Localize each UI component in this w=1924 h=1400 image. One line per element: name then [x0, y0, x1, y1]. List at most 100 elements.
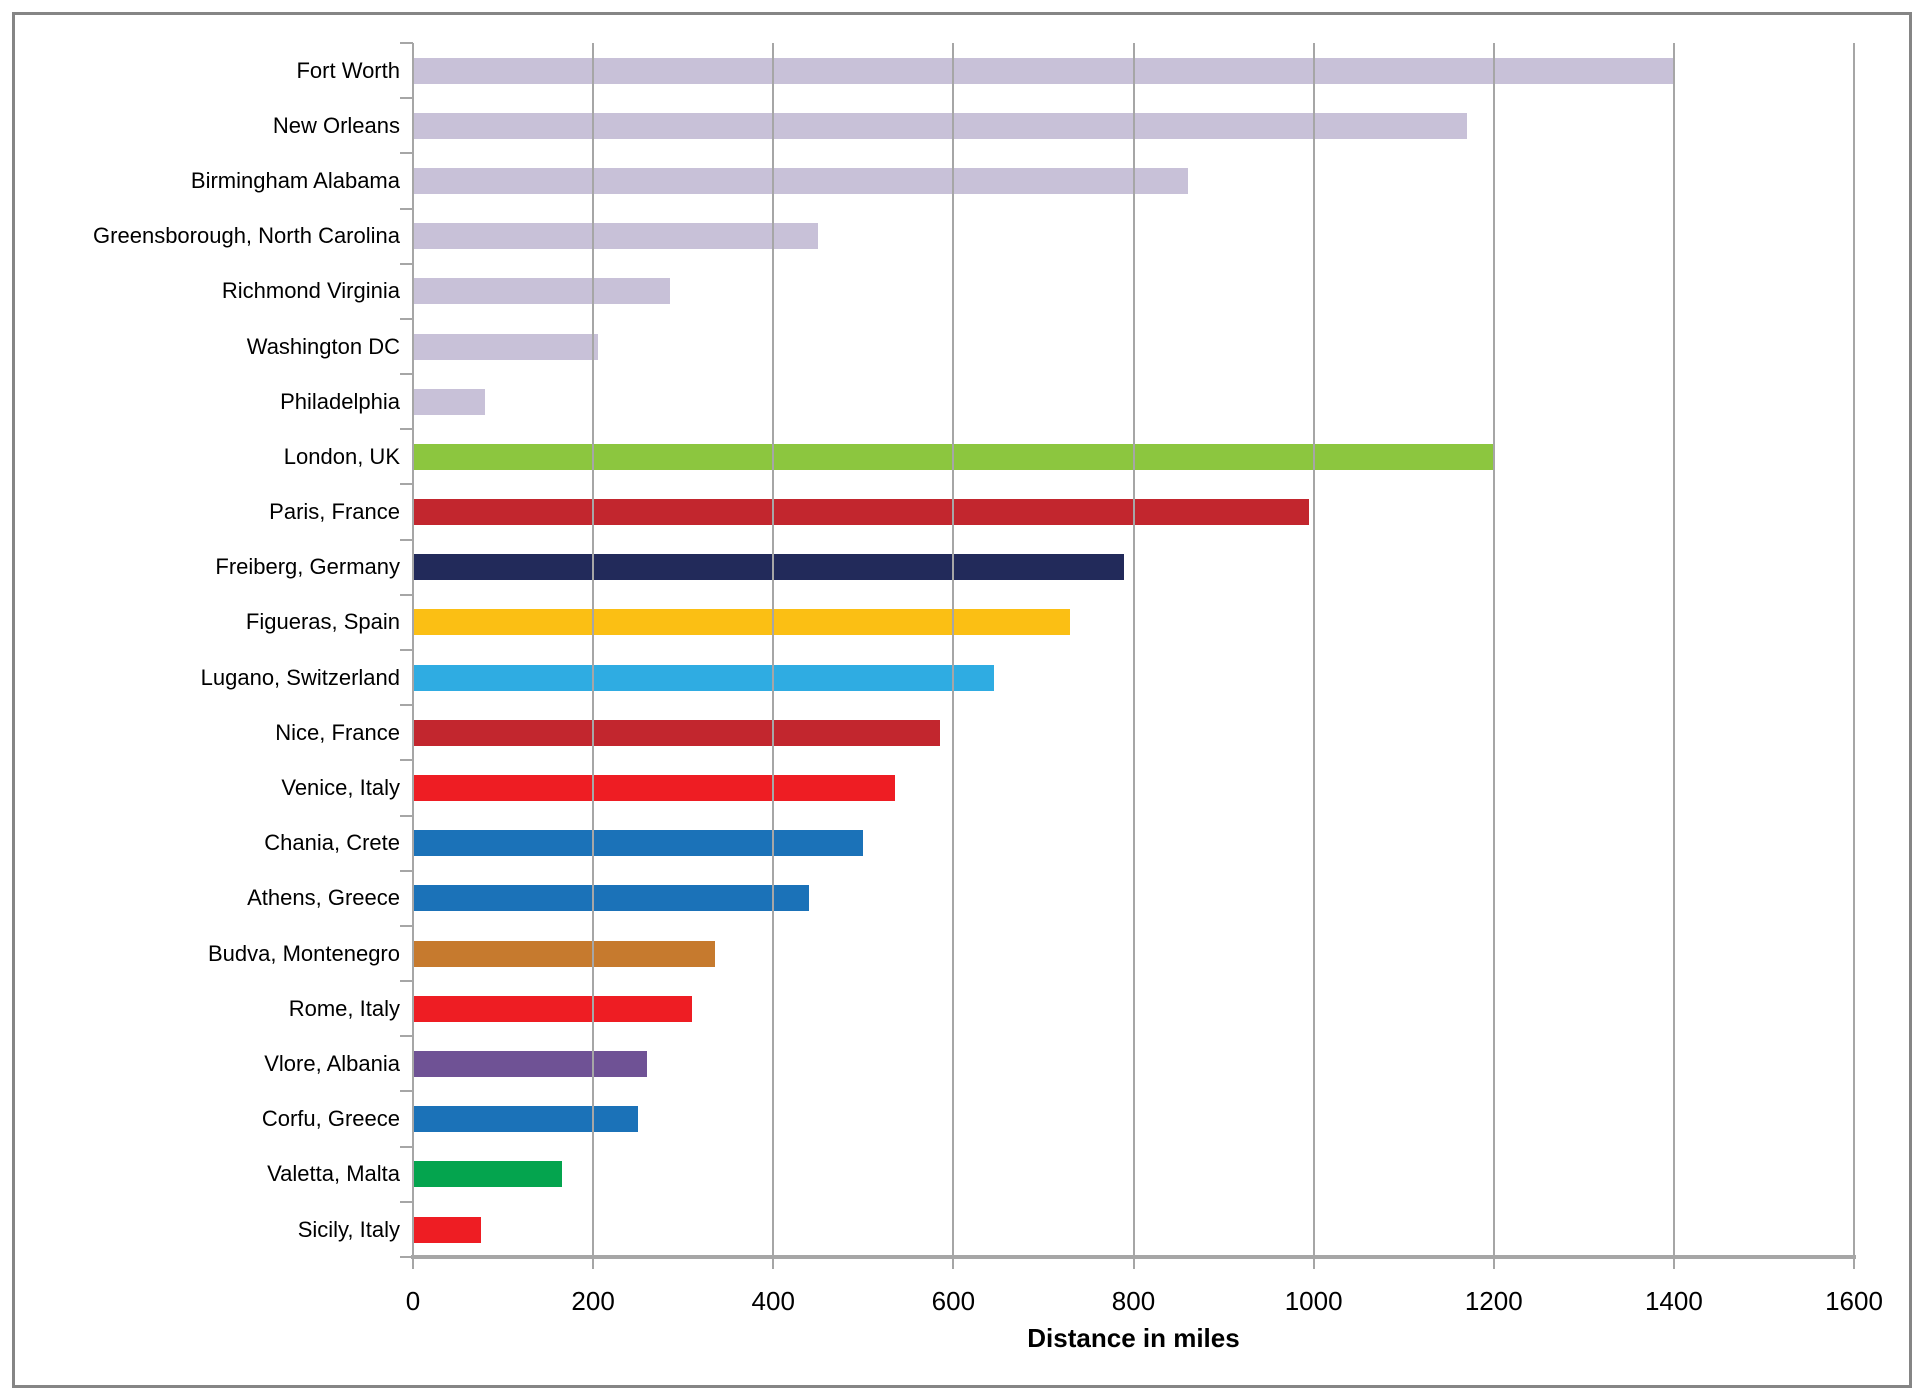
bar-row	[413, 705, 1854, 760]
x-tick-mark-1200	[1492, 1259, 1495, 1269]
category-label: Philadelphia	[280, 388, 400, 414]
bar	[413, 223, 819, 250]
bar	[413, 1216, 481, 1243]
bar-row	[413, 153, 1854, 208]
category-label: Fort Worth	[296, 57, 400, 83]
y-tick-mark-3	[400, 207, 413, 210]
category-label: Paris, France	[269, 499, 400, 525]
bar-row	[413, 374, 1854, 429]
bar	[413, 1161, 562, 1188]
category-label: Washington DC	[246, 333, 400, 359]
y-axis-category-labels: Fort Worth New Orleans Birmingham Alabama G…	[15, 43, 413, 1257]
bar	[413, 775, 895, 802]
category-label: Valetta, Malta	[267, 1161, 400, 1187]
y-tick-mark-2	[400, 152, 413, 155]
bar-row	[413, 1092, 1854, 1147]
bar	[413, 609, 1071, 636]
category-label: Budva, Montenegro	[207, 940, 400, 966]
y-tick-mark-21	[400, 1200, 413, 1203]
category-label: Lugano, Switzerland	[200, 664, 400, 690]
bar	[413, 167, 1188, 194]
bar-row	[413, 1147, 1854, 1202]
x-tick-label-1400: 1400	[1644, 1286, 1703, 1316]
y-tick-mark-0	[400, 42, 413, 44]
bar	[413, 499, 1310, 526]
x-tick-mark-800	[1132, 1259, 1135, 1269]
category-label: Richmond Virginia	[221, 278, 400, 304]
category-label: Freiberg, Germany	[215, 554, 400, 580]
y-tick-mark-5	[400, 317, 413, 320]
gridline-400	[772, 43, 775, 1257]
bar	[413, 830, 864, 857]
gridline-1000	[1312, 43, 1315, 1257]
bar	[413, 664, 994, 691]
bar-row	[413, 209, 1854, 264]
x-tick-label-600: 600	[931, 1286, 976, 1316]
category-label: Sicily, Italy	[297, 1216, 400, 1242]
y-tick-mark-8	[400, 483, 413, 486]
bar	[413, 1106, 639, 1133]
bar	[413, 388, 486, 415]
gridline-1600	[1853, 43, 1855, 1257]
x-tick-label-1600: 1600	[1825, 1286, 1883, 1316]
bar-row	[413, 540, 1854, 595]
x-tick-mark-400	[772, 1259, 775, 1269]
y-axis-line	[412, 43, 414, 1257]
gridline-200	[592, 43, 595, 1257]
y-tick-mark-15	[400, 869, 413, 872]
bar-row	[413, 595, 1854, 650]
y-tick-mark-10	[400, 593, 413, 596]
y-tick-mark-14	[400, 814, 413, 817]
bar-row	[413, 1202, 1854, 1257]
y-tick-mark-9	[400, 538, 413, 541]
x-tick-mark-1600	[1853, 1259, 1855, 1269]
bar-row	[413, 650, 1854, 705]
x-tick-mark-0	[412, 1259, 414, 1269]
gridline-800	[1132, 43, 1135, 1257]
bar-row	[413, 98, 1854, 153]
bar	[413, 333, 598, 360]
bar-row	[413, 981, 1854, 1036]
category-label: Rome, Italy	[288, 995, 400, 1021]
y-tick-mark-20	[400, 1145, 413, 1148]
bar-row	[413, 816, 1854, 871]
bar	[413, 57, 1674, 84]
category-label: Vlore, Albania	[264, 1050, 400, 1076]
y-tick-mark-19	[400, 1090, 413, 1093]
bar-row	[413, 264, 1854, 319]
gridline-1400	[1672, 43, 1675, 1257]
y-tick-mark-17	[400, 980, 413, 983]
bar-row	[413, 871, 1854, 926]
bar-row	[413, 1036, 1854, 1091]
y-tick-mark-18	[400, 1035, 413, 1038]
bar-row	[413, 760, 1854, 815]
bar-row	[413, 43, 1854, 98]
category-label: New Orleans	[272, 112, 400, 138]
category-label: Chania, Crete	[264, 830, 400, 856]
x-tick-label-1200: 1200	[1464, 1286, 1523, 1316]
y-tick-mark-1	[400, 97, 413, 100]
y-tick-mark-7	[400, 428, 413, 431]
x-tick-label-200: 200	[571, 1286, 615, 1316]
bar-row	[413, 319, 1854, 374]
y-tick-mark-4	[400, 262, 413, 265]
category-label: Nice, France	[275, 719, 400, 745]
y-tick-mark-11	[400, 649, 413, 651]
category-label: Birmingham Alabama	[190, 167, 400, 193]
bar	[413, 940, 715, 967]
y-tick-mark-13	[400, 759, 413, 762]
bar	[413, 554, 1125, 581]
x-tick-mark-600	[952, 1259, 955, 1269]
x-tick-label-0: 0	[405, 1286, 421, 1316]
y-tick-mark-12	[400, 704, 413, 707]
bar	[413, 1050, 648, 1077]
category-label: Corfu, Greece	[261, 1106, 400, 1132]
category-label: Athens, Greece	[247, 885, 400, 911]
x-tick-label-400: 400	[751, 1286, 795, 1316]
x-axis-title: Distance in miles	[1027, 1323, 1240, 1353]
gridline-1200	[1492, 43, 1495, 1257]
bar	[413, 719, 940, 746]
gridline-600	[952, 43, 955, 1257]
y-tick-mark-6	[400, 373, 413, 376]
bar	[413, 112, 1467, 139]
